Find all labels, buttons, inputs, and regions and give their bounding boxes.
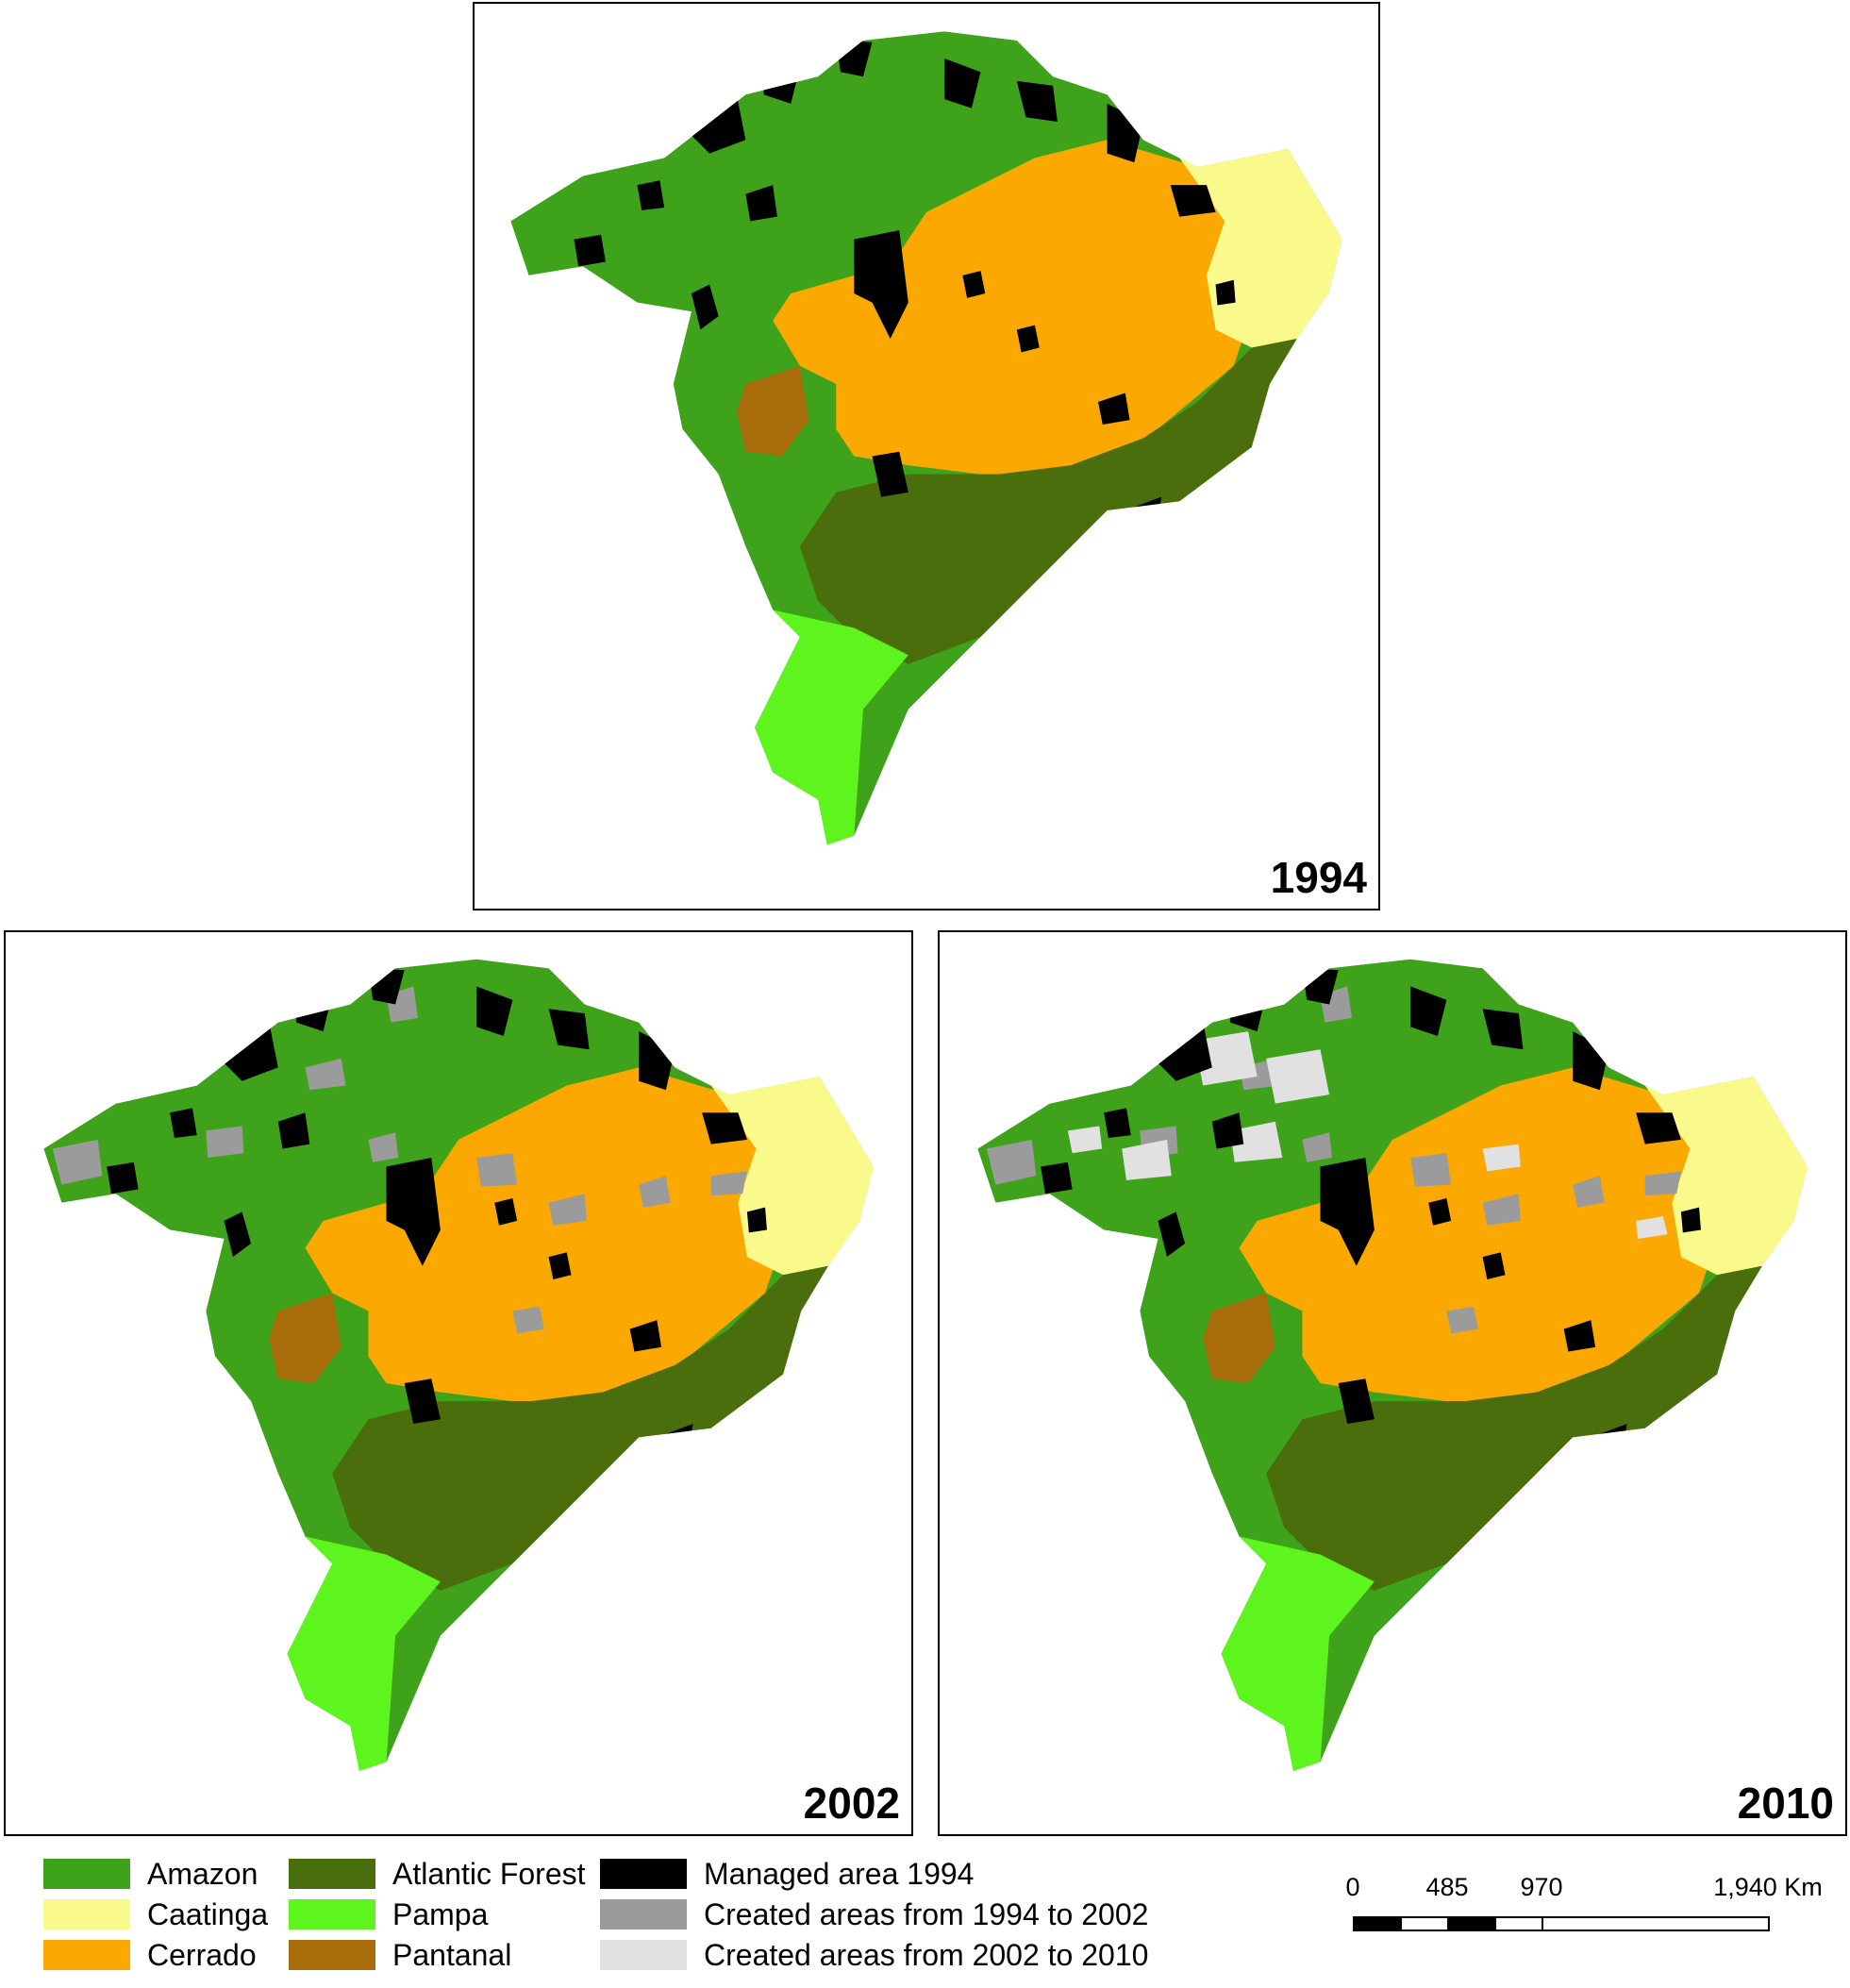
legend-label: Atlantic Forest	[392, 1856, 586, 1891]
legend-label: Pantanal	[392, 1937, 512, 1972]
legend-swatch	[289, 1940, 375, 1970]
legend-item-atlantic-forest: Atlantic Forest	[289, 1855, 586, 1893]
scale-tick: 485	[1425, 1873, 1469, 1901]
year-label: 1994	[1270, 853, 1367, 902]
scale-segment	[1542, 1916, 1770, 1931]
legend-swatch	[43, 1899, 130, 1930]
scale-bar: 0 485 970 1,940 Km	[1343, 1873, 1834, 1958]
legend-item-pampa: Pampa	[289, 1896, 488, 1933]
brazil-map-2002	[43, 959, 874, 1772]
brazil-map-1994	[510, 31, 1342, 845]
year-label: 2010	[1737, 1779, 1834, 1828]
legend-swatch	[600, 1940, 687, 1970]
legend-label: Pampa	[392, 1896, 489, 1931]
legend-label: Cerrado	[147, 1937, 257, 1972]
legend-label: Managed area 1994	[704, 1856, 975, 1891]
legend-label: Caatinga	[147, 1896, 269, 1931]
scale-segment	[1447, 1916, 1496, 1931]
scale-segment	[1494, 1916, 1543, 1931]
map-panel-2010: 2010	[938, 930, 1847, 1836]
legend-label: Amazon	[147, 1856, 258, 1891]
legend-swatch	[43, 1859, 130, 1889]
brazil-map-2010	[977, 959, 1808, 1772]
legend-swatch	[289, 1899, 375, 1930]
legend-item-amazon: Amazon	[43, 1855, 258, 1893]
map-legend: Amazon Caatinga Cerrado Atlantic Forest …	[0, 1836, 1850, 1988]
legend-swatch	[600, 1859, 687, 1889]
legend-item-caatinga: Caatinga	[43, 1896, 268, 1933]
legend-swatch	[600, 1899, 687, 1930]
map-panel-1994: 1994	[473, 2, 1380, 910]
legend-label: Created areas from 2002 to 2010	[704, 1937, 1149, 1972]
scale-tick: 0	[1345, 1873, 1360, 1901]
legend-item-created-1994-2002: Created areas from 1994 to 2002	[600, 1896, 1148, 1933]
legend-swatch	[43, 1940, 130, 1970]
legend-item-managed-1994: Managed area 1994	[600, 1855, 974, 1893]
map-panel-2002: 2002	[4, 930, 913, 1836]
scale-segment	[1353, 1916, 1402, 1931]
scale-tick: 1,940 Km	[1713, 1873, 1823, 1901]
legend-item-pantanal: Pantanal	[289, 1936, 511, 1974]
legend-item-cerrado: Cerrado	[43, 1936, 257, 1974]
year-label: 2002	[803, 1779, 900, 1828]
scale-segment	[1400, 1916, 1449, 1931]
legend-item-created-2002-2010: Created areas from 2002 to 2010	[600, 1936, 1148, 1974]
legend-swatch	[289, 1859, 375, 1889]
legend-label: Created areas from 1994 to 2002	[704, 1896, 1149, 1931]
scale-tick: 970	[1520, 1873, 1563, 1901]
